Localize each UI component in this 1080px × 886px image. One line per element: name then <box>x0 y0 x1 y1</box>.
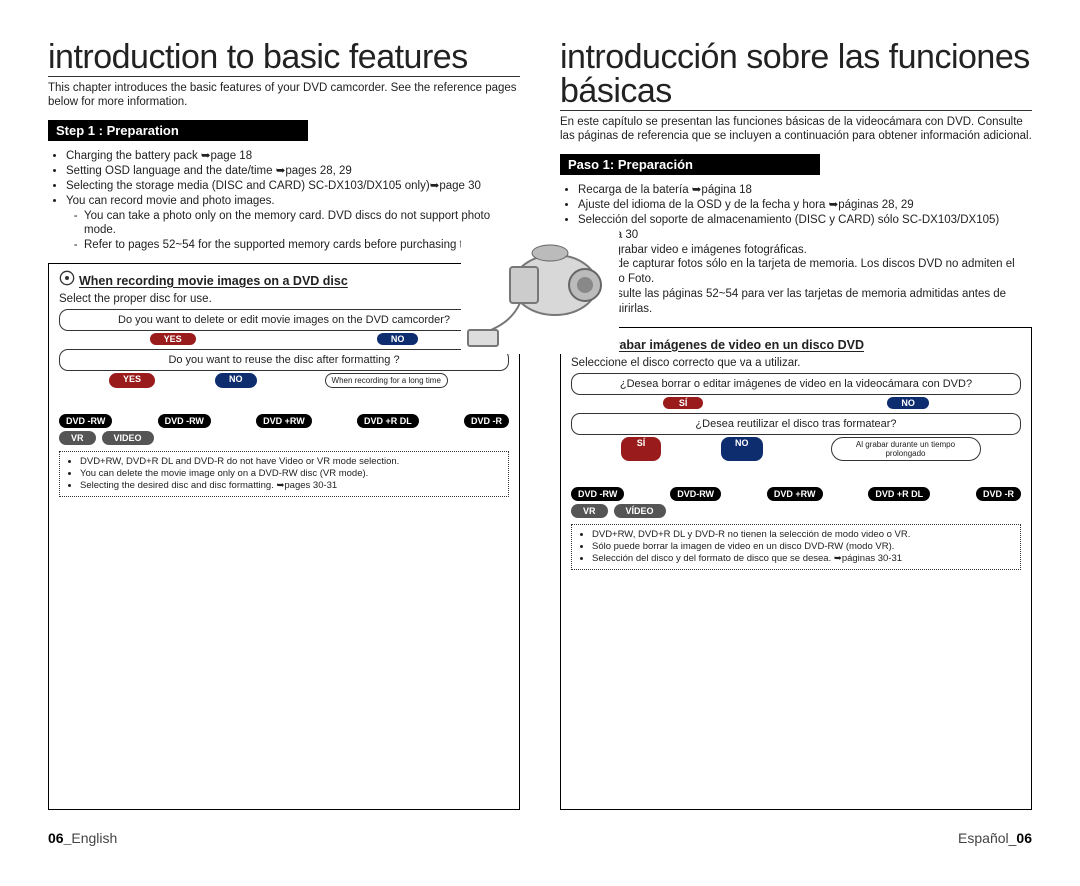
left-prep-list: Charging the battery pack ➥page 18 Setti… <box>48 149 520 254</box>
disc-row: DVD -RW DVD-RW DVD +RW DVD +R DL DVD -R <box>571 487 1021 501</box>
no-pill: NO <box>377 333 419 345</box>
no-pill: NO <box>887 397 929 409</box>
question-1: ¿Desea borrar o editar imágenes de video… <box>571 373 1021 395</box>
yes-pill: SÍ <box>621 437 661 461</box>
footer-left: 06_English <box>48 830 117 846</box>
longtime-note: Al grabar durante un tiempo prolongado <box>831 437 981 461</box>
list-item: Charging the battery pack ➥page 18 <box>66 149 520 164</box>
right-step-bar: Paso 1: Preparación <box>560 154 820 175</box>
left-notes-box: DVD+RW, DVD+R DL and DVD-R do not have V… <box>59 451 509 497</box>
mode-row: VR VIDEO <box>59 431 509 445</box>
right-box-sub: Seleccione el disco correcto que va a ut… <box>571 357 1021 369</box>
note-item: DVD+RW, DVD+R DL y DVD-R no tienen la se… <box>592 529 1014 541</box>
disc-pill: DVD +RW <box>256 414 312 428</box>
list-item: Selección del soporte de almacenamiento … <box>578 213 1032 243</box>
left-intro: This chapter introduces the basic featur… <box>48 81 520 110</box>
disc-row: DVD -RW DVD -RW DVD +RW DVD +R DL DVD -R <box>59 414 509 428</box>
disc-pill: DVD -RW <box>59 414 112 428</box>
sub-list-item: You can take a photo only on the memory … <box>84 209 520 239</box>
mode-pill: VR <box>59 431 96 445</box>
yes-pill: YES <box>150 333 196 345</box>
footer-lang: Español_ <box>958 830 1016 846</box>
disc-pill: DVD +R DL <box>357 414 419 428</box>
left-disc-box: When recording movie images on a DVD dis… <box>48 263 520 810</box>
list-item-label: You can record movie and photo images. <box>66 195 275 207</box>
disc-pill: DVD -R <box>976 487 1021 501</box>
no-pill: NO <box>721 437 763 461</box>
left-step-bar: Step 1 : Preparation <box>48 120 308 141</box>
page-footer: 06_English Español_06 <box>48 830 1032 846</box>
left-box-title: When recording movie images on a DVD dis… <box>79 274 348 288</box>
right-flowchart: ¿Desea borrar o editar imágenes de video… <box>571 373 1021 570</box>
yes-pill: SÍ <box>663 397 703 409</box>
question-2: Do you want to reuse the disc after form… <box>59 349 509 371</box>
mode-pill: VR <box>571 504 608 518</box>
right-intro: En este capítulo se presentan las funcio… <box>560 115 1032 144</box>
left-box-sub: Select the proper disc for use. <box>59 293 509 305</box>
right-notes-box: DVD+RW, DVD+R DL y DVD-R no tienen la se… <box>571 524 1021 570</box>
mode-row: VR VÍDEO <box>571 504 1021 518</box>
left-column: introduction to basic features This chap… <box>48 40 520 810</box>
longtime-note: When recording for a long time <box>325 373 448 388</box>
disc-pill: DVD -RW <box>571 487 624 501</box>
right-prep-list: Recarga de la batería ➥página 18 Ajuste … <box>560 183 1032 317</box>
disc-pill: DVD -RW <box>158 414 211 428</box>
list-item: You can record movie and photo images. Y… <box>66 194 520 254</box>
list-item: Recarga de la batería ➥página 18 <box>578 183 1032 198</box>
list-item: Ajuste del idioma de la OSD y de la fech… <box>578 198 1032 213</box>
left-flowchart: Do you want to delete or edit movie imag… <box>59 309 509 497</box>
right-title: introducción sobre las funciones básicas <box>560 40 1032 111</box>
yes-pill: YES <box>109 373 155 388</box>
question-1: Do you want to delete or edit movie imag… <box>59 309 509 331</box>
footer-lang: English <box>71 830 117 846</box>
question-2: ¿Desea reutilizar el disco tras formatea… <box>571 413 1021 435</box>
note-item: Selecting the desired disc and disc form… <box>80 480 502 492</box>
disc-icon <box>59 270 75 291</box>
note-item: Selección del disco y del formato de dis… <box>592 553 1014 565</box>
disc-pill: DVD +RW <box>767 487 823 501</box>
note-item: You can delete the movie image only on a… <box>80 468 502 480</box>
list-item: Puede grabar video e imágenes fotográfic… <box>578 243 1032 318</box>
no-pill: NO <box>215 373 257 388</box>
right-box-title: Al grabar imágenes de video en un disco … <box>591 338 864 352</box>
mode-pill: VIDEO <box>102 431 154 445</box>
disc-pill: DVD-RW <box>670 487 721 501</box>
sub-list-item: Consulte las páginas 52~54 para ver las … <box>596 287 1032 317</box>
list-item: Setting OSD language and the date/time ➥… <box>66 164 520 179</box>
note-item: Sólo puede borrar la imagen de video en … <box>592 541 1014 553</box>
left-title: introduction to basic features <box>48 40 520 77</box>
right-column: introducción sobre las funciones básicas… <box>560 40 1032 810</box>
page-number: 06 <box>1016 830 1032 846</box>
list-item: Selecting the storage media (DISC and CA… <box>66 179 520 194</box>
page-number: 06_ <box>48 830 71 846</box>
right-disc-box: Al grabar imágenes de video en un disco … <box>560 327 1032 810</box>
note-item: DVD+RW, DVD+R DL and DVD-R do not have V… <box>80 456 502 468</box>
sub-list-item: Refer to pages 52~54 for the supported m… <box>84 238 520 253</box>
page-spread: introduction to basic features This chap… <box>48 40 1032 810</box>
mode-pill: VÍDEO <box>614 504 666 518</box>
list-item-label: Puede grabar video e imágenes fotográfic… <box>578 244 807 256</box>
disc-pill: DVD -R <box>464 414 509 428</box>
footer-right: Español_06 <box>958 830 1032 846</box>
disc-pill: DVD +R DL <box>868 487 930 501</box>
disc-icon <box>571 334 587 355</box>
sub-list-item: Puede capturar fotos sólo en la tarjeta … <box>596 257 1032 287</box>
